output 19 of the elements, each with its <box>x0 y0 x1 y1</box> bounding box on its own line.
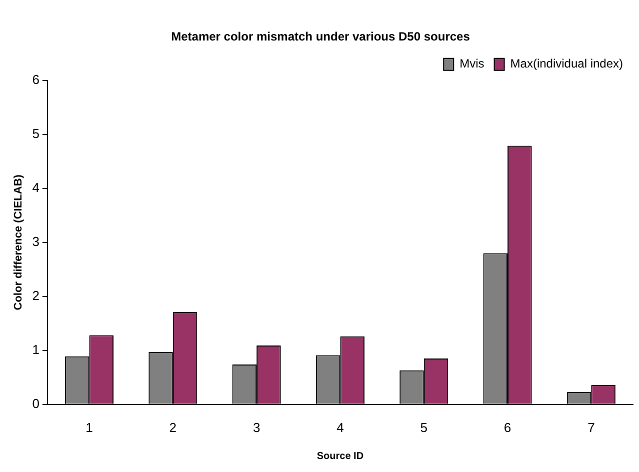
legend-label: Max(individual index) <box>510 56 624 71</box>
x-tick-label: 3 <box>252 420 260 435</box>
legend-label: Mvis <box>460 56 484 71</box>
y-tick-label: 1 <box>32 342 40 357</box>
x-tick-label: 7 <box>588 420 595 435</box>
y-tick-label: 0 <box>32 396 40 411</box>
y-tick-label: 3 <box>32 234 40 249</box>
x-tick-label: 5 <box>420 420 428 435</box>
chart-title: Metamer color mismatch under various D50 sources <box>171 30 470 44</box>
y-axis-title: Color difference (CIELAB) <box>12 174 25 310</box>
y-tick-label: 5 <box>32 126 40 141</box>
x-tick-label: 6 <box>504 420 512 435</box>
y-tick-label: 4 <box>32 180 40 195</box>
x-axis-title: Source ID <box>316 450 364 462</box>
x-tick-label: 1 <box>86 420 93 435</box>
x-tick-label: 2 <box>169 420 177 435</box>
y-tick-label: 2 <box>32 288 40 303</box>
y-tick-label: 6 <box>32 72 40 87</box>
x-tick-label: 4 <box>336 420 344 435</box>
